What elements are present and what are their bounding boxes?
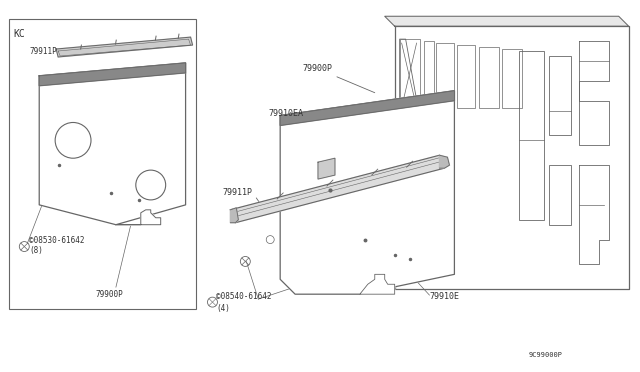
Polygon shape	[230, 208, 238, 223]
Text: ©08530-61642: ©08530-61642	[29, 235, 84, 244]
Bar	[10, 19, 196, 309]
Bar	[399, 39, 420, 110]
Polygon shape	[360, 274, 395, 294]
Bar	[549, 56, 571, 135]
Text: 79910E: 79910E	[429, 292, 460, 301]
Polygon shape	[280, 91, 454, 125]
Bar	[479, 47, 499, 108]
Text: 79900P: 79900P	[96, 290, 124, 299]
Text: KC: KC	[13, 29, 25, 39]
Text: (4): (4)	[216, 304, 230, 313]
Text: 79910EA: 79910EA	[268, 109, 303, 118]
Text: 79911P: 79911P	[223, 188, 252, 197]
Text: 9C99000P: 9C99000P	[529, 352, 563, 358]
Bar	[436, 43, 454, 108]
Bar	[424, 41, 433, 109]
Bar	[502, 49, 522, 108]
Polygon shape	[395, 26, 628, 289]
Text: (8): (8)	[29, 247, 43, 256]
Text: ©08540-61642: ©08540-61642	[216, 292, 272, 301]
Polygon shape	[280, 91, 454, 294]
Text: 79900P: 79900P	[302, 64, 332, 73]
Polygon shape	[230, 155, 444, 223]
Bar	[519, 51, 544, 220]
Polygon shape	[318, 158, 335, 179]
Polygon shape	[56, 37, 193, 57]
Polygon shape	[116, 210, 161, 225]
Bar	[549, 165, 571, 225]
Bar	[458, 45, 476, 108]
Polygon shape	[39, 63, 186, 86]
Polygon shape	[39, 63, 186, 225]
Text: 79911P: 79911P	[29, 47, 57, 56]
Polygon shape	[440, 155, 449, 168]
Polygon shape	[385, 16, 628, 26]
